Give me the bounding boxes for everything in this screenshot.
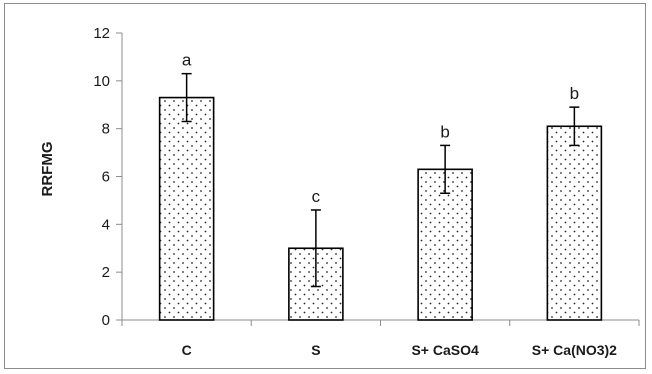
y-tick-label: 4: [102, 216, 110, 233]
bar-3: [546, 125, 603, 321]
y-axis-title: RRFMG: [39, 142, 56, 197]
significance-label-3: b: [570, 84, 579, 103]
y-tick-label: 8: [102, 121, 110, 138]
category-label-0: C: [182, 342, 192, 358]
category-label-1: S: [311, 342, 320, 358]
significance-label-2: b: [440, 122, 449, 141]
y-tick-label: 0: [102, 312, 110, 329]
y-tick-label: 12: [93, 25, 110, 42]
bar-2: [417, 168, 473, 321]
y-tick-label: 6: [102, 169, 110, 186]
category-label-3: S+ Ca(NO3)2: [532, 342, 617, 358]
category-label-2: S+ CaSO4: [411, 342, 479, 358]
y-tick-label: 10: [93, 73, 110, 90]
significance-label-0: a: [182, 51, 192, 70]
bar-chart: 0 2 4 6 8 10 12 a Cc Sb S+ CaSO4 b S+ Ca(NO3)2 RRFM…: [39, 25, 640, 358]
y-tick-label: 2: [102, 264, 110, 281]
bar-0: [158, 96, 215, 321]
significance-label-1: c: [312, 187, 321, 206]
